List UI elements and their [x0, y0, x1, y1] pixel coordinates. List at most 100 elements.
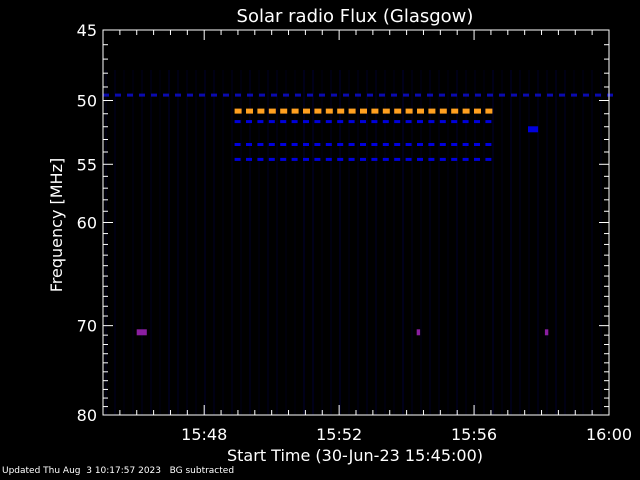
- blue-band-3-segment: [485, 157, 492, 161]
- orange-band-segment: [268, 108, 276, 114]
- blue-band-3-segment: [405, 157, 412, 161]
- column-streak: [564, 70, 566, 415]
- blue-band-2-segment: [474, 143, 480, 146]
- blue-band-3-segment: [268, 157, 275, 161]
- orange-band-segment: [291, 108, 299, 114]
- orange-band-segment: [348, 108, 356, 114]
- dotted-band-segment: [175, 93, 181, 97]
- blue-band-1-segment: [325, 120, 332, 124]
- dotted-band-segment: [379, 93, 385, 97]
- blue-band-2-segment: [291, 143, 298, 146]
- column-streak: [438, 70, 440, 415]
- blue-band-3-segment: [428, 157, 435, 161]
- dotted-band-segment: [211, 93, 217, 97]
- orange-band-segment: [462, 108, 470, 114]
- blue-band-2-segment: [382, 143, 389, 146]
- blue-band-1-segment: [280, 120, 287, 124]
- dotted-band-segment: [199, 93, 205, 97]
- column-streak: [402, 70, 404, 415]
- orange-band-segment: [417, 108, 424, 114]
- blue-band-2-segment: [246, 143, 252, 146]
- plot-area: [102, 29, 613, 416]
- blue-band-1-segment: [303, 120, 309, 124]
- blue-band-2-segment: [485, 143, 492, 146]
- orange-band-segment: [280, 108, 288, 114]
- bg-note: BG subtracted: [169, 466, 235, 476]
- column-streak: [474, 70, 476, 415]
- orange-band-segment: [371, 108, 379, 114]
- blue-band-1-segment: [394, 120, 401, 124]
- dotted-band-segment: [331, 93, 337, 97]
- y-tick-label: 50: [77, 92, 97, 111]
- dotted-band-segment: [583, 93, 589, 97]
- column-streak: [195, 70, 197, 415]
- dotted-band-segment: [235, 93, 241, 97]
- blue-band-3-segment: [371, 157, 378, 161]
- dotted-band-segment: [307, 93, 313, 97]
- dotted-band-segment: [367, 93, 373, 97]
- orange-band-segment: [257, 108, 265, 114]
- column-streak: [114, 70, 116, 415]
- spike-70-a: [136, 329, 147, 336]
- footer: Updated Thu Aug 3 10:17:57 2023 BG subtr…: [2, 466, 234, 476]
- column-streak: [546, 70, 548, 415]
- dotted-band-segment: [403, 93, 409, 97]
- dotted-band-segment: [127, 93, 133, 97]
- column-streak: [330, 70, 332, 415]
- orange-band-segment: [246, 108, 253, 114]
- orange-band-segment: [474, 108, 481, 114]
- column-streak: [231, 70, 233, 415]
- blue-band-3-segment: [291, 157, 298, 161]
- orange-band-segment: [485, 108, 493, 114]
- spike-70-b: [416, 329, 421, 336]
- y-axis-label: Frequency [MHz]: [47, 158, 66, 292]
- column-streak: [411, 70, 413, 415]
- blue-band-3-segment: [303, 157, 309, 161]
- orange-band-segment: [439, 108, 447, 114]
- dotted-band-segment: [511, 93, 517, 97]
- blue-band-3-segment: [325, 157, 332, 161]
- column-streak: [600, 70, 602, 415]
- column-streak: [141, 70, 143, 415]
- blue-band-3-segment: [337, 157, 344, 161]
- blue-band-2-segment: [462, 143, 469, 146]
- column-streak: [429, 70, 431, 415]
- blue-band-3-segment: [257, 157, 264, 161]
- blue-band-3-segment: [360, 157, 366, 161]
- dotted-band-segment: [535, 93, 541, 97]
- column-streak: [573, 70, 575, 415]
- x-tick-label: 15:52: [316, 425, 362, 444]
- column-streak: [240, 70, 242, 415]
- orange-band-segment: [303, 108, 310, 114]
- blue-band-1-segment: [405, 120, 412, 124]
- blue-band-3-segment: [382, 157, 389, 161]
- orange-band-segment: [337, 108, 345, 114]
- dotted-band-segment: [115, 93, 121, 97]
- orange-band-segment: [428, 108, 436, 114]
- x-axis-label: Start Time (30-Jun-23 15:45:00): [227, 446, 483, 465]
- orange-band-segment: [394, 108, 402, 114]
- blue-band-2-segment: [314, 143, 321, 146]
- blue-band-1-segment: [485, 120, 492, 124]
- dotted-band-segment: [499, 93, 505, 97]
- blue-band-3-segment: [234, 157, 241, 161]
- column-streak: [294, 70, 296, 415]
- dotted-band-segment: [151, 93, 157, 97]
- blue-band-1-segment: [439, 120, 446, 124]
- blue-band-1-segment: [337, 120, 344, 124]
- blue-band-2-segment: [234, 143, 241, 146]
- blue-band-1-segment: [234, 120, 241, 124]
- blue-band-2-segment: [417, 143, 423, 146]
- blue-band-3-segment: [417, 157, 423, 161]
- dotted-band-segment: [223, 93, 229, 97]
- column-streak: [528, 70, 530, 415]
- column-streak: [204, 70, 206, 415]
- blue-band-2-segment: [280, 143, 287, 146]
- blue-band-1-segment: [462, 120, 469, 124]
- column-streak: [276, 70, 278, 415]
- column-streak: [384, 70, 386, 415]
- blue-band-2-segment: [394, 143, 401, 146]
- column-streak: [348, 70, 350, 415]
- orange-band-segment: [325, 108, 333, 114]
- dotted-band-segment: [571, 93, 577, 97]
